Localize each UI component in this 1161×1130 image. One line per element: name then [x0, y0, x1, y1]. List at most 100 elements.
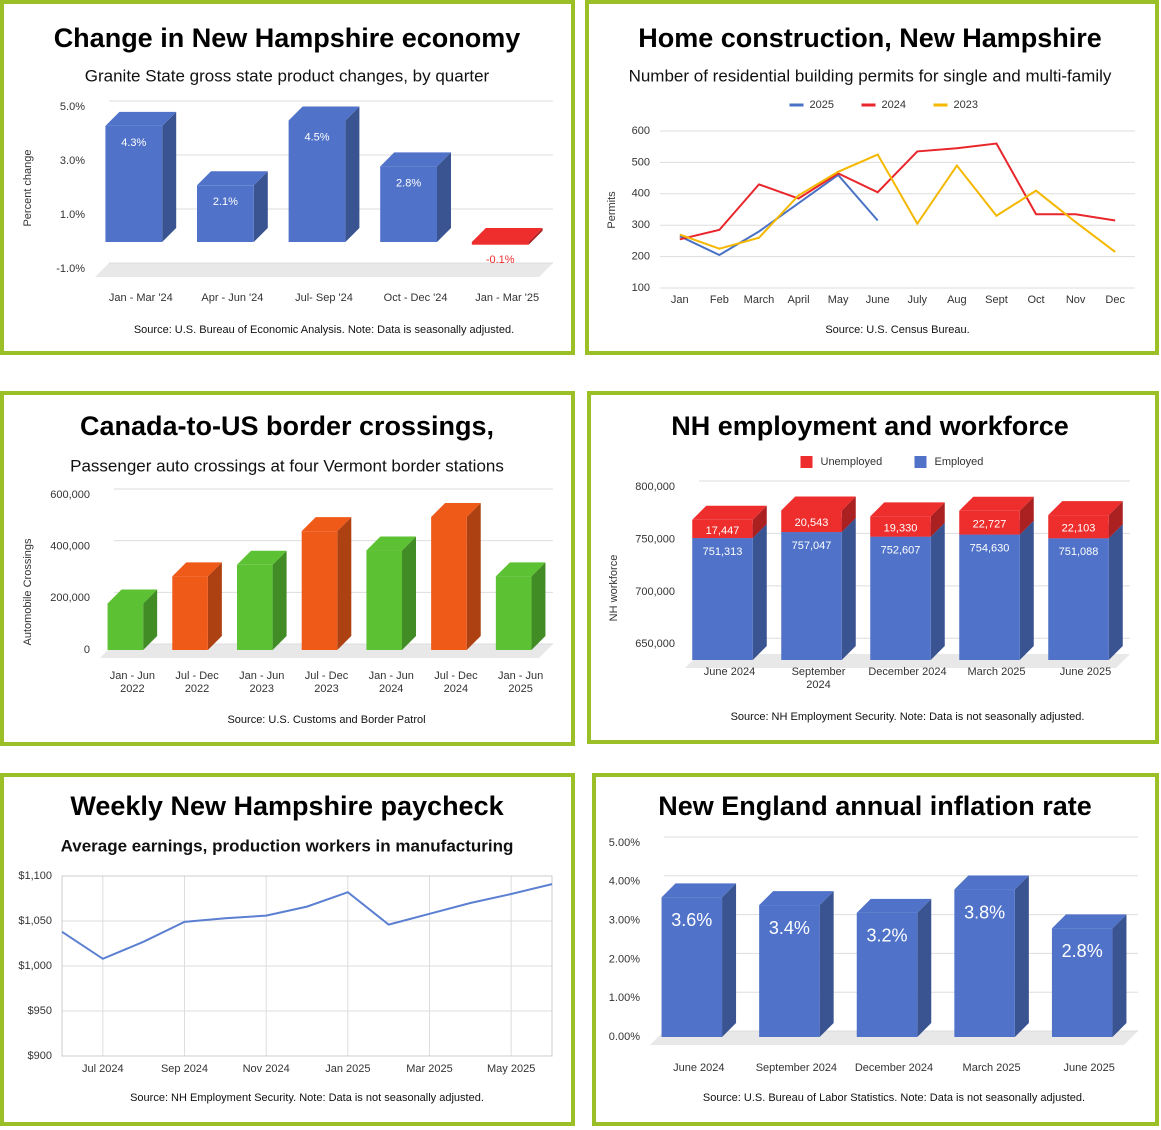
bar: [661, 897, 723, 1037]
bar-side: [752, 524, 767, 660]
bar: [172, 576, 208, 650]
bar-side: [917, 898, 932, 1037]
y-tick-label: 400: [632, 188, 650, 200]
legend-label: Unemployed: [821, 456, 883, 468]
bar: [1051, 928, 1113, 1037]
value-label: 2.8%: [396, 177, 421, 189]
value-label: -0.1%: [486, 254, 515, 266]
y-tick-label: 1.00%: [609, 992, 640, 1004]
source-note: Source: U.S. Bureau of Labor Statistics.…: [703, 1092, 1085, 1104]
bar-side: [207, 562, 222, 650]
value-label: 4.3%: [121, 137, 146, 149]
x-tick-label: December 2024: [868, 666, 947, 678]
x-tick-label: June 2025: [1063, 1062, 1115, 1074]
bar-side: [1112, 914, 1127, 1037]
chart-subtitle: Granite State gross state product change…: [85, 66, 490, 85]
bar-top: [288, 106, 360, 121]
bar: [781, 532, 842, 660]
bar: [105, 125, 163, 242]
y-tick-label: 1.0%: [60, 209, 85, 221]
x-tick-label: May 2025: [487, 1063, 536, 1075]
bar-side: [272, 550, 287, 650]
bar-top: [431, 502, 481, 517]
chart-title: Weekly New Hampshire paycheck: [70, 791, 504, 821]
y-tick-label: 3.0%: [60, 155, 85, 167]
bar-top: [692, 505, 767, 520]
x-tick-label: Jan - Jun 2024: [368, 670, 414, 695]
chart-title: Home construction, New Hampshire: [638, 23, 1102, 53]
bar: [366, 550, 403, 650]
bar-top: [959, 496, 1034, 511]
legend-label: 2025: [810, 99, 834, 111]
x-tick-label: Dec: [1105, 294, 1125, 306]
y-tick-label: $1,000: [18, 960, 52, 972]
x-tick-label: Jul - Dec 2023: [304, 670, 349, 695]
x-tick-label: March 2025: [962, 1062, 1021, 1074]
x-tick-label: June 2025: [1059, 666, 1112, 678]
line-series: [61, 883, 553, 960]
x-tick-label: Mar 2025: [406, 1063, 453, 1075]
x-tick-label: Jul- Sep '24: [295, 292, 353, 304]
bar-top: [172, 562, 222, 577]
y-tick-label: 4.00%: [609, 876, 640, 888]
bar-top: [1051, 914, 1127, 929]
bar-side: [1108, 501, 1123, 539]
bar-top: [197, 171, 268, 186]
y-tick-label: $900: [28, 1050, 52, 1062]
bar: [1048, 538, 1109, 660]
chart-title: Change in New Hampshire economy: [54, 23, 521, 53]
y-axis-title: Permits: [606, 191, 618, 229]
bar-side: [930, 502, 945, 537]
bar-top: [954, 875, 1029, 890]
value-label: 17,447: [706, 525, 740, 537]
bar-side: [162, 111, 177, 243]
bar: [959, 510, 1020, 535]
bar-side: [1108, 524, 1123, 660]
x-tick-label: September 2024: [755, 1062, 838, 1074]
bar-side: [345, 106, 360, 242]
y-tick-label: 200,000: [50, 592, 90, 604]
bar-top: [1048, 501, 1123, 516]
bar-side: [841, 496, 856, 533]
panel-border: [0, 391, 575, 746]
x-tick-label: Nov: [1065, 294, 1086, 306]
y-tick-label: 2.00%: [609, 953, 640, 965]
y-tick-label: 700,000: [635, 586, 675, 598]
y-tick-label: 800,000: [635, 481, 675, 493]
x-tick-label: Jan: [670, 294, 689, 306]
bar-top: [107, 589, 158, 604]
panel-border: [0, 773, 575, 1126]
y-axis-title: Percent change: [22, 149, 34, 226]
bar-top: [661, 883, 737, 898]
x-tick-label: Oct - Dec '24: [383, 292, 448, 304]
source-note: Source: NH Employment Security. Note: Da…: [130, 1092, 484, 1104]
value-label: 3.2%: [866, 926, 907, 946]
bar: [431, 516, 467, 650]
bar-side: [436, 152, 451, 242]
x-tick-label: Jan - Mar '24: [108, 292, 173, 304]
chart-title: NH employment and workforce: [671, 411, 1069, 441]
value-label: 754,630: [970, 542, 1010, 554]
y-tick-label: 600: [632, 125, 650, 137]
bar-side: [722, 883, 737, 1037]
legend-label: 2024: [882, 99, 906, 111]
bar: [1048, 515, 1109, 539]
x-tick-label: June 2024: [703, 666, 756, 678]
value-label: 3.8%: [964, 902, 1005, 922]
bar: [870, 516, 931, 537]
bar-side: [819, 891, 834, 1037]
source-note: Source: U.S. Bureau of Economic Analysis…: [134, 324, 514, 336]
panel-border: [585, 0, 1159, 355]
x-tick-label: Nov 2024: [242, 1063, 290, 1075]
x-tick-label: Jan - Jun 2023: [239, 670, 285, 695]
x-tick-label: June 2024: [673, 1062, 725, 1074]
x-tick-label: Jul - Dec 2024: [434, 670, 478, 695]
bar-top: [380, 152, 451, 167]
bar: [471, 242, 529, 245]
bar: [692, 519, 753, 539]
bar-top: [781, 496, 856, 511]
x-tick-label: Sep 2024: [160, 1063, 209, 1075]
x-tick-label: April: [787, 294, 810, 306]
